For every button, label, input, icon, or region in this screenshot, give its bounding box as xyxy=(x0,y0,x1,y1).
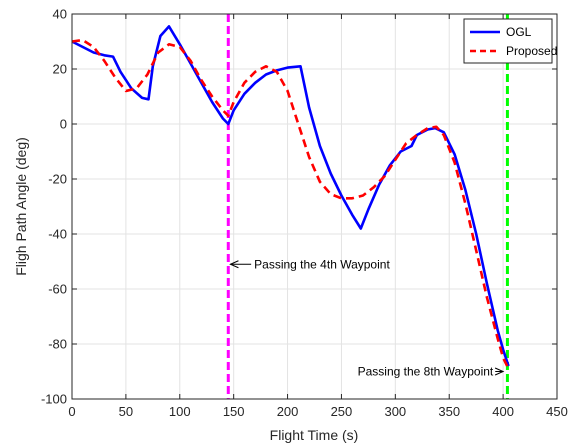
annotation-1: Passing the 8th Waypoint xyxy=(358,365,494,379)
legend-box xyxy=(463,18,553,64)
x-tick-label-2: 100 xyxy=(169,404,191,419)
y-tick-label-5: 0 xyxy=(60,117,67,132)
y-tick-label-7: 40 xyxy=(53,7,67,22)
y-tick-label-0: -100 xyxy=(41,392,67,407)
y-tick-label-2: -60 xyxy=(48,282,67,297)
y-tick-label-4: -20 xyxy=(48,172,67,187)
x-tick-label-4: 200 xyxy=(277,404,299,419)
legend: OGL Proposed xyxy=(463,18,557,64)
x-tick-label-3: 150 xyxy=(223,404,245,419)
y-axis-label: Fligh Path Angle (deg) xyxy=(13,137,29,276)
annotations: Passing the 4th Waypoint Passing the 8th … xyxy=(229,257,505,379)
series-line-proposed xyxy=(71,38,510,370)
y-tick-label-3: -40 xyxy=(48,227,67,242)
x-tick-label-1: 50 xyxy=(119,404,133,419)
legend-label-proposed: Proposed xyxy=(506,44,557,58)
x-tick-label-9: 450 xyxy=(546,404,568,419)
annotation-0: Passing the 4th Waypoint xyxy=(254,257,390,271)
x-tick-label-8: 400 xyxy=(492,404,514,419)
x-tick-label-6: 300 xyxy=(384,404,406,419)
plot-frame xyxy=(71,13,558,400)
annotation-arrow-head-1 xyxy=(494,367,505,376)
plot-area xyxy=(72,14,557,399)
x-axis-label: Flight Time (s) xyxy=(270,427,359,443)
x-tick-label-5: 250 xyxy=(331,404,353,419)
x-tick-label-0: 0 xyxy=(68,404,75,419)
legend-label-ogl: OGL xyxy=(506,25,532,39)
waypoint-lines xyxy=(226,14,509,399)
annotation-arrow-head-0 xyxy=(229,260,239,269)
series-group xyxy=(71,25,510,370)
y-tick-label-1: -80 xyxy=(48,337,67,352)
x-tick-label-7: 350 xyxy=(438,404,460,419)
y-tick-label-6: 20 xyxy=(53,62,67,77)
axis-ticks: 0 50 100 150 200 250 300 350 400 450-100-80-60-40… xyxy=(41,7,568,420)
